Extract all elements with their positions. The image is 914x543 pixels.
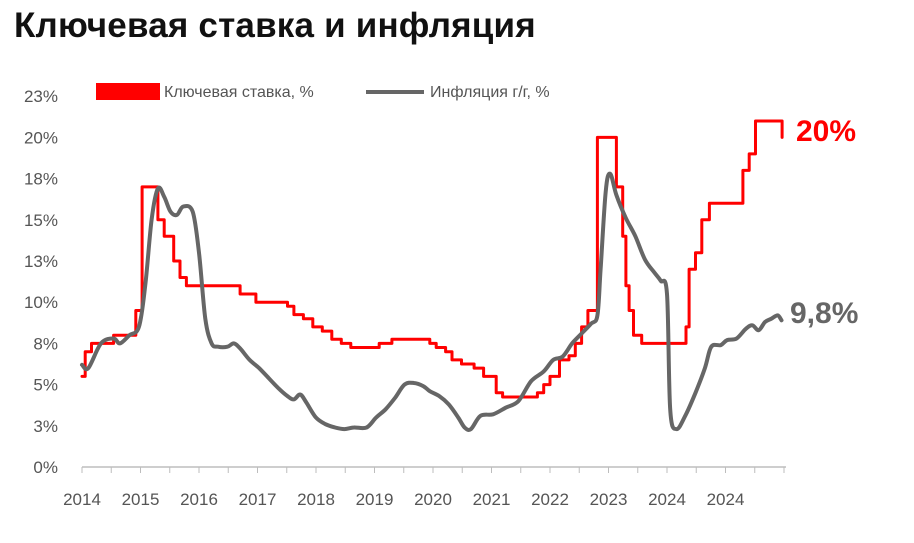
axes xyxy=(81,466,786,473)
y-tick-label: 10% xyxy=(24,293,58,312)
y-tick-label: 3% xyxy=(33,417,58,436)
y-tick-label: 23% xyxy=(24,87,58,106)
y-tick-label: 5% xyxy=(33,376,58,395)
end-label-key-rate: 20% xyxy=(796,115,856,148)
end-labels: 20% 9,8% xyxy=(790,115,858,330)
y-tick-label: 18% xyxy=(24,170,58,189)
series-line-inflation xyxy=(80,171,784,432)
y-tick-label: 15% xyxy=(24,211,58,230)
y-tick-label: 8% xyxy=(33,334,58,353)
x-tick-label: 2021 xyxy=(473,490,511,509)
y-tick-label: 13% xyxy=(24,252,58,271)
x-tick-label: 2024 xyxy=(707,490,745,509)
chart-title: Ключевая ставка и инфляция xyxy=(14,6,536,45)
y-tick-label: 20% xyxy=(24,128,58,147)
y-axis-tick-labels: 0% 3% 5% 8% 10% 13% 15% 18% 20% 23% xyxy=(24,87,58,477)
x-tick-label: 2019 xyxy=(356,490,394,509)
x-tick-label: 2018 xyxy=(297,490,335,509)
x-tick-label: 2014 xyxy=(63,490,101,509)
end-label-inflation: 9,8% xyxy=(790,297,858,330)
legend-swatch-key-rate xyxy=(96,83,160,100)
x-tick-label: 2017 xyxy=(239,490,277,509)
x-axis-tick-labels: 2014 2015 2016 2017 2018 2019 2020 2021 2022 2023… xyxy=(63,490,744,509)
x-tick-label: 2015 xyxy=(122,490,160,509)
x-tick-label: 2024 xyxy=(648,490,686,509)
y-tick-label: 0% xyxy=(33,458,58,477)
legend-label-inflation: Инфляция г/г, % xyxy=(430,84,550,101)
x-tick-label: 2022 xyxy=(531,490,569,509)
series-line-key-rate xyxy=(80,119,784,399)
series-lines xyxy=(80,119,784,432)
legend: Ключевая ставка, % Инфляция г/г, % xyxy=(96,83,550,101)
legend-label-key-rate: Ключевая ставка, % xyxy=(164,84,314,101)
x-tick-label: 2016 xyxy=(180,490,218,509)
x-tick-label: 2023 xyxy=(590,490,628,509)
x-tick-label: 2020 xyxy=(414,490,452,509)
